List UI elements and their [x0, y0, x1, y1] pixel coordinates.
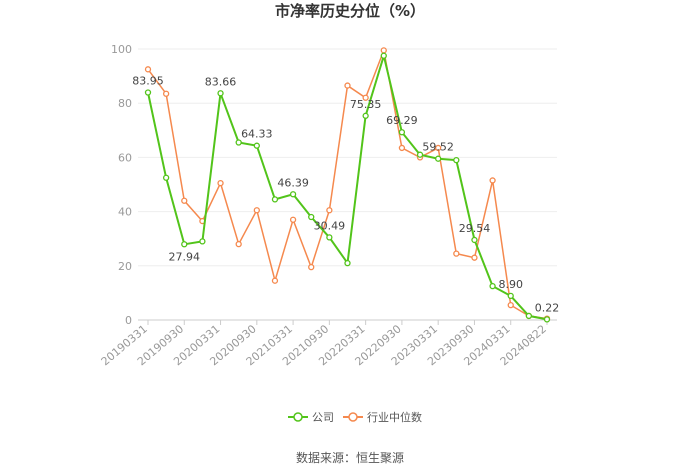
data-label: 30.49 — [314, 219, 346, 232]
data-point — [507, 301, 514, 309]
data-point — [308, 264, 315, 271]
data-point — [235, 139, 242, 146]
data-point — [525, 312, 533, 320]
x-axis: 2019033120190930202003312020093020210331… — [99, 320, 549, 368]
data-point — [453, 156, 460, 164]
data-point — [271, 277, 279, 284]
y-tick-label: 60 — [118, 151, 132, 164]
data-point — [435, 155, 442, 162]
data-point — [289, 216, 297, 223]
data-point — [489, 177, 496, 184]
data-label: 27.94 — [169, 250, 201, 263]
data-point — [435, 144, 442, 152]
data-point — [471, 236, 478, 244]
source-note: 数据来源：恒生聚源 — [296, 450, 404, 465]
data-point — [289, 191, 297, 198]
series-line — [147, 47, 548, 320]
legend-label: 公司 — [312, 411, 334, 424]
data-label: 59.52 — [422, 141, 454, 154]
data-label: 64.33 — [241, 128, 273, 141]
y-tick-label: 0 — [125, 314, 132, 327]
data-point — [217, 179, 224, 187]
legend-label: 行业中位数 — [367, 410, 422, 424]
data-point — [144, 89, 152, 96]
data-point — [489, 282, 496, 290]
data-label: 83.95 — [132, 74, 164, 87]
data-point — [326, 234, 333, 241]
data-point — [471, 254, 478, 261]
data-point — [344, 259, 351, 267]
data-label: 8.90 — [498, 278, 523, 291]
legend-item[interactable]: 公司 — [288, 411, 334, 424]
y-tick-label: 100 — [111, 43, 132, 56]
data-label: 29.54 — [459, 222, 491, 235]
data-point — [543, 316, 551, 323]
data-point — [362, 112, 369, 119]
legend-marker — [293, 412, 303, 422]
data-point — [162, 90, 170, 97]
data-label: 69.29 — [386, 114, 418, 127]
data-point — [253, 142, 260, 149]
data-point — [217, 90, 224, 97]
data-label: 83.66 — [205, 75, 237, 88]
data-point — [398, 144, 406, 152]
data-point — [253, 207, 260, 214]
legend: 公司 行业中位数 — [288, 410, 422, 424]
series-group — [144, 47, 551, 323]
legend-item[interactable]: 行业中位数 — [343, 410, 422, 424]
legend-marker — [348, 412, 358, 422]
data-point — [235, 240, 242, 248]
y-tick-label: 20 — [118, 260, 132, 273]
data-point — [507, 292, 514, 300]
gridlines — [138, 48, 557, 321]
data-point — [199, 238, 206, 245]
chart-title: 市净率历史分位（%） — [275, 2, 425, 20]
data-point — [181, 197, 188, 204]
data-point — [453, 250, 460, 257]
data-point — [326, 207, 333, 214]
data-label: 46.39 — [277, 176, 309, 189]
data-point — [416, 151, 424, 158]
data-point — [162, 174, 170, 181]
data-labels: 83.95 27.94 83.66 64.33 46.39 30.49 75.35 69.29… — [132, 74, 559, 314]
data-point — [271, 196, 279, 203]
data-point — [380, 47, 387, 54]
data-point — [308, 213, 315, 221]
data-point — [344, 82, 351, 89]
data-point — [181, 241, 188, 248]
y-tick-label: 40 — [118, 206, 132, 219]
series-line — [147, 51, 548, 321]
data-point — [398, 129, 406, 136]
data-label: 75.35 — [350, 98, 382, 111]
data-point — [380, 52, 387, 59]
data-point — [362, 94, 369, 101]
data-label: 0.22 — [535, 301, 560, 314]
y-axis: 0 20 40 60 80 100 — [111, 43, 132, 327]
data-point — [144, 66, 152, 73]
y-tick-label: 80 — [118, 97, 132, 110]
